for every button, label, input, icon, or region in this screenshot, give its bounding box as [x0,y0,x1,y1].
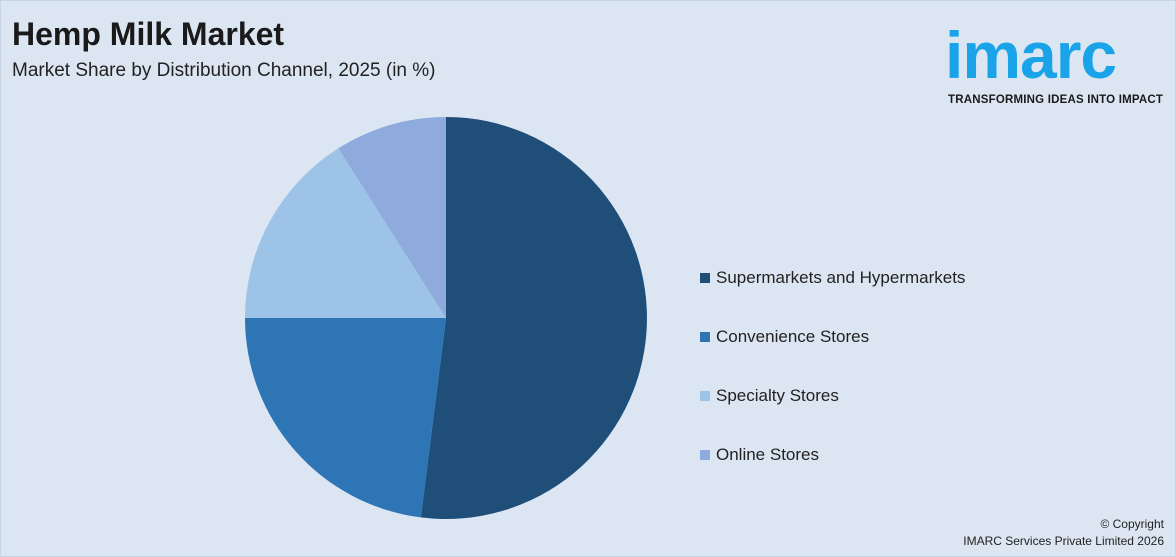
pie-slice-online [338,117,446,318]
pie-slice-supermarkets [420,117,647,519]
pie-slice-specialty [245,148,446,318]
copyright-notice: © Copyright IMARC Services Private Limit… [963,516,1164,550]
copyright-owner: IMARC Services Private Limited 2026 [963,534,1164,548]
legend-swatch [700,390,710,401]
chart-legend: Supermarkets and Hypermarkets Convenienc… [700,248,965,484]
logo-tagline: TRANSFORMING IDEAS INTO IMPACT [948,94,1164,106]
copyright-line: © Copyright [1100,517,1164,531]
legend-swatch [700,331,710,342]
pie-slice-convenience [244,318,446,518]
legend-label: Specialty Stores [716,385,839,405]
legend-label: Supermarkets and Hypermarkets [716,267,966,287]
legend-label: Convenience Stores [716,326,870,346]
chart-subtitle: Market Share by Distribution Channel, 20… [12,60,436,81]
legend-swatch [700,272,710,283]
imarc-logo: imarc TRANSFORMING IDEAS INTO IMPACT [945,12,1173,112]
logo-wordmark: imarc [945,18,1117,92]
legend-label: Online Stores [716,444,819,464]
legend-swatch [700,449,710,460]
legend-item-specialty: Specialty Stores [700,366,965,425]
legend-item-convenience: Convenience Stores [700,307,965,366]
legend-item-online: Online Stores [700,425,965,484]
legend-item-supermarkets: Supermarkets and Hypermarkets [700,248,965,307]
chart-title: Hemp Milk Market [12,16,285,52]
